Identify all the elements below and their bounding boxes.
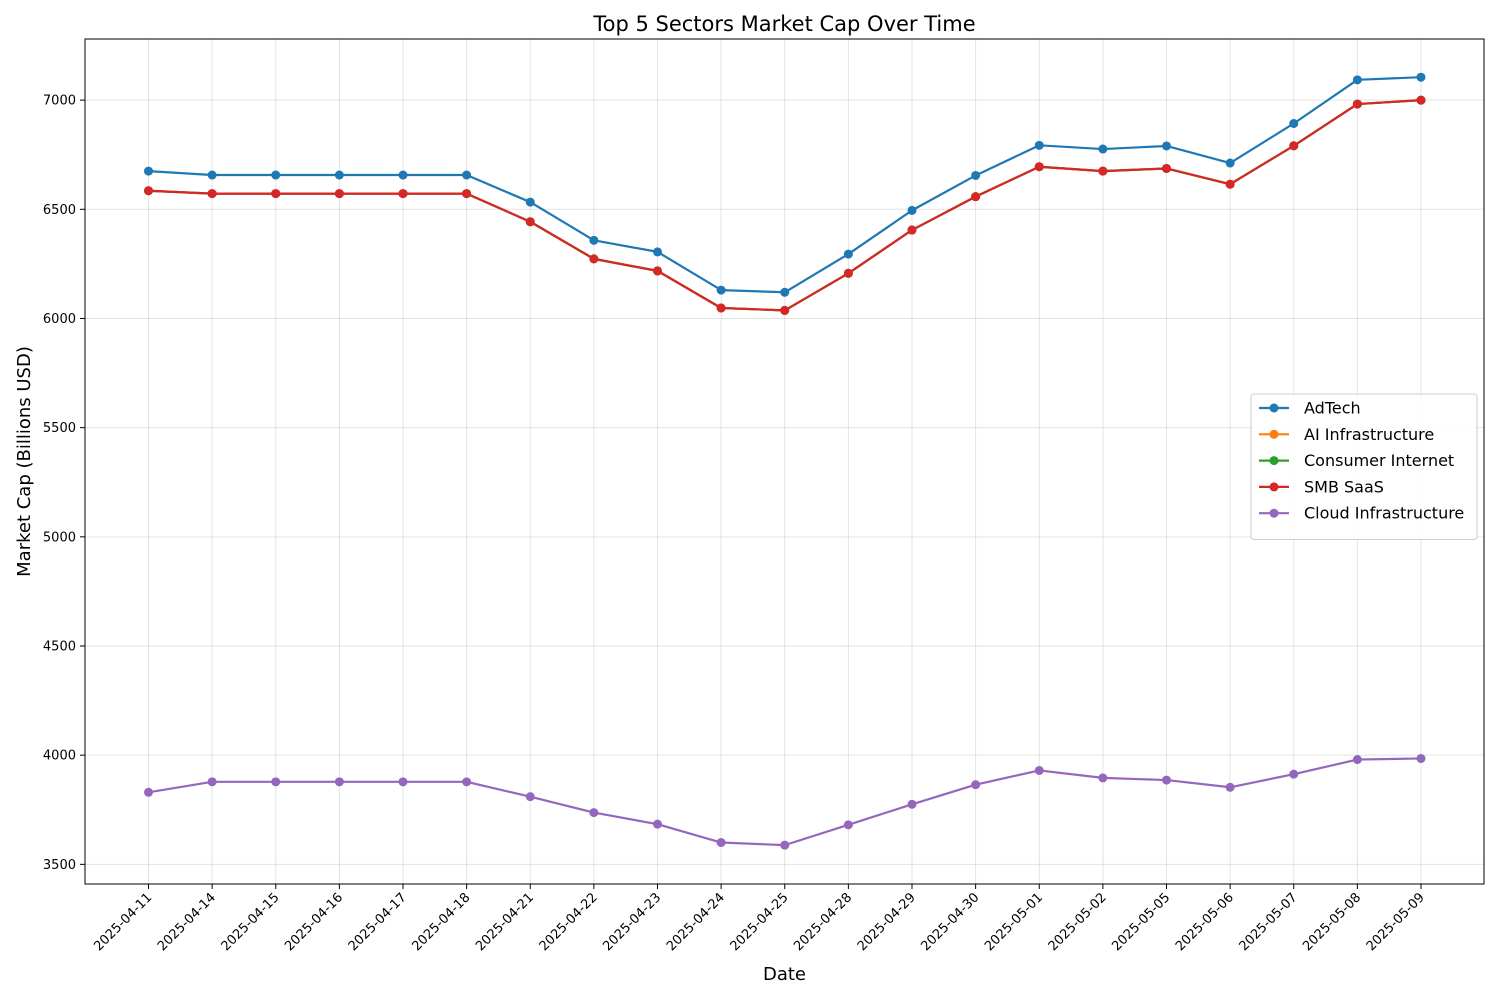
y-tick-label: 5500 (43, 421, 76, 436)
legend-label: AdTech (1304, 399, 1361, 418)
data-point (398, 189, 408, 199)
y-tick-label: 4000 (43, 749, 76, 764)
y-axis-title: Market Cap (Billions USD) (14, 346, 35, 577)
data-point (780, 840, 790, 850)
legend: AdTech AI Infrastructure Consumer Internet… (1250, 393, 1478, 540)
data-point (525, 217, 535, 227)
data-point (843, 249, 853, 259)
data-point (1162, 775, 1171, 785)
legend-swatch-marker (1269, 456, 1279, 466)
data-point (1416, 753, 1426, 763)
data-point (398, 170, 408, 180)
data-point (1352, 755, 1362, 765)
legend-swatch-marker (1269, 403, 1279, 413)
data-point (1352, 99, 1362, 109)
data-point (207, 777, 217, 787)
data-point (1352, 75, 1362, 85)
series-cloud-infrastructure (144, 753, 1426, 850)
data-point (1289, 769, 1299, 779)
data-point (1034, 765, 1044, 775)
data-point (780, 287, 790, 297)
data-point (971, 780, 981, 790)
data-point (271, 170, 281, 180)
legend-item-smb-saas: SMB SaaS (1259, 477, 1384, 496)
data-point (462, 170, 472, 180)
data-point (1289, 119, 1299, 128)
legend-swatch-marker (1269, 429, 1279, 439)
data-point (525, 197, 535, 207)
data-point (207, 189, 217, 199)
legend-swatch-marker (1269, 482, 1279, 492)
data-point (334, 189, 344, 199)
legend-label: Consumer Internet (1304, 451, 1454, 470)
data-point (1162, 141, 1171, 151)
data-point (207, 170, 217, 180)
data-point (716, 285, 726, 295)
y-tick-label: 3500 (43, 858, 76, 873)
legend-item-consumer-internet: Consumer Internet (1259, 451, 1454, 470)
data-point (144, 787, 153, 797)
data-point (1162, 163, 1171, 173)
data-point (1098, 773, 1108, 783)
data-point (716, 303, 726, 313)
data-point (589, 254, 599, 264)
data-point (1225, 158, 1235, 168)
y-tick-label: 6000 (43, 312, 76, 327)
legend-label: AI Infrastructure (1304, 425, 1434, 444)
data-point (1416, 95, 1426, 105)
data-point (144, 186, 153, 196)
data-point (1416, 72, 1426, 82)
data-point (971, 170, 981, 180)
data-point (1034, 162, 1044, 172)
data-point (1225, 782, 1235, 792)
data-point (907, 225, 917, 235)
data-point (1098, 144, 1108, 154)
legend-item-ai-infrastructure: AI Infrastructure (1259, 425, 1434, 444)
data-point (907, 799, 917, 809)
x-axis-title: Date (763, 964, 806, 985)
y-tick-label: 5000 (43, 530, 76, 545)
data-point (462, 777, 472, 787)
data-point (334, 170, 344, 180)
chart-title: Top 5 Sectors Market Cap Over Time (592, 12, 975, 36)
data-point (653, 819, 662, 829)
y-tick-label: 4500 (43, 640, 76, 655)
legend-box (1250, 393, 1478, 540)
series-smb-saas (144, 95, 1426, 315)
legend-label: SMB SaaS (1304, 477, 1384, 496)
legend-item-adtech: AdTech (1259, 399, 1361, 418)
data-point (334, 777, 344, 787)
data-point (271, 777, 281, 787)
legend-label: Cloud Infrastructure (1304, 504, 1464, 523)
data-point (589, 808, 599, 818)
data-point (144, 166, 153, 176)
data-point (1034, 140, 1044, 150)
data-point (907, 205, 917, 215)
data-point (716, 838, 726, 848)
series-group (144, 72, 1426, 850)
data-point (843, 820, 853, 830)
data-point (971, 192, 981, 202)
data-point (525, 792, 535, 802)
data-point (462, 189, 472, 199)
data-point (1098, 166, 1108, 176)
data-point (653, 266, 662, 276)
series-adtech (144, 72, 1426, 297)
legend-swatch-marker (1269, 508, 1279, 518)
data-point (1225, 179, 1235, 189)
y-tick-label: 7000 (43, 94, 76, 109)
legend-item-cloud-infrastructure: Cloud Infrastructure (1259, 504, 1464, 523)
data-point (653, 247, 662, 257)
data-point (398, 777, 408, 787)
data-point (843, 268, 853, 278)
data-point (271, 189, 281, 199)
y-tick-label: 6500 (43, 203, 76, 218)
data-point (1289, 141, 1299, 151)
data-point (589, 235, 599, 245)
data-point (780, 305, 790, 315)
